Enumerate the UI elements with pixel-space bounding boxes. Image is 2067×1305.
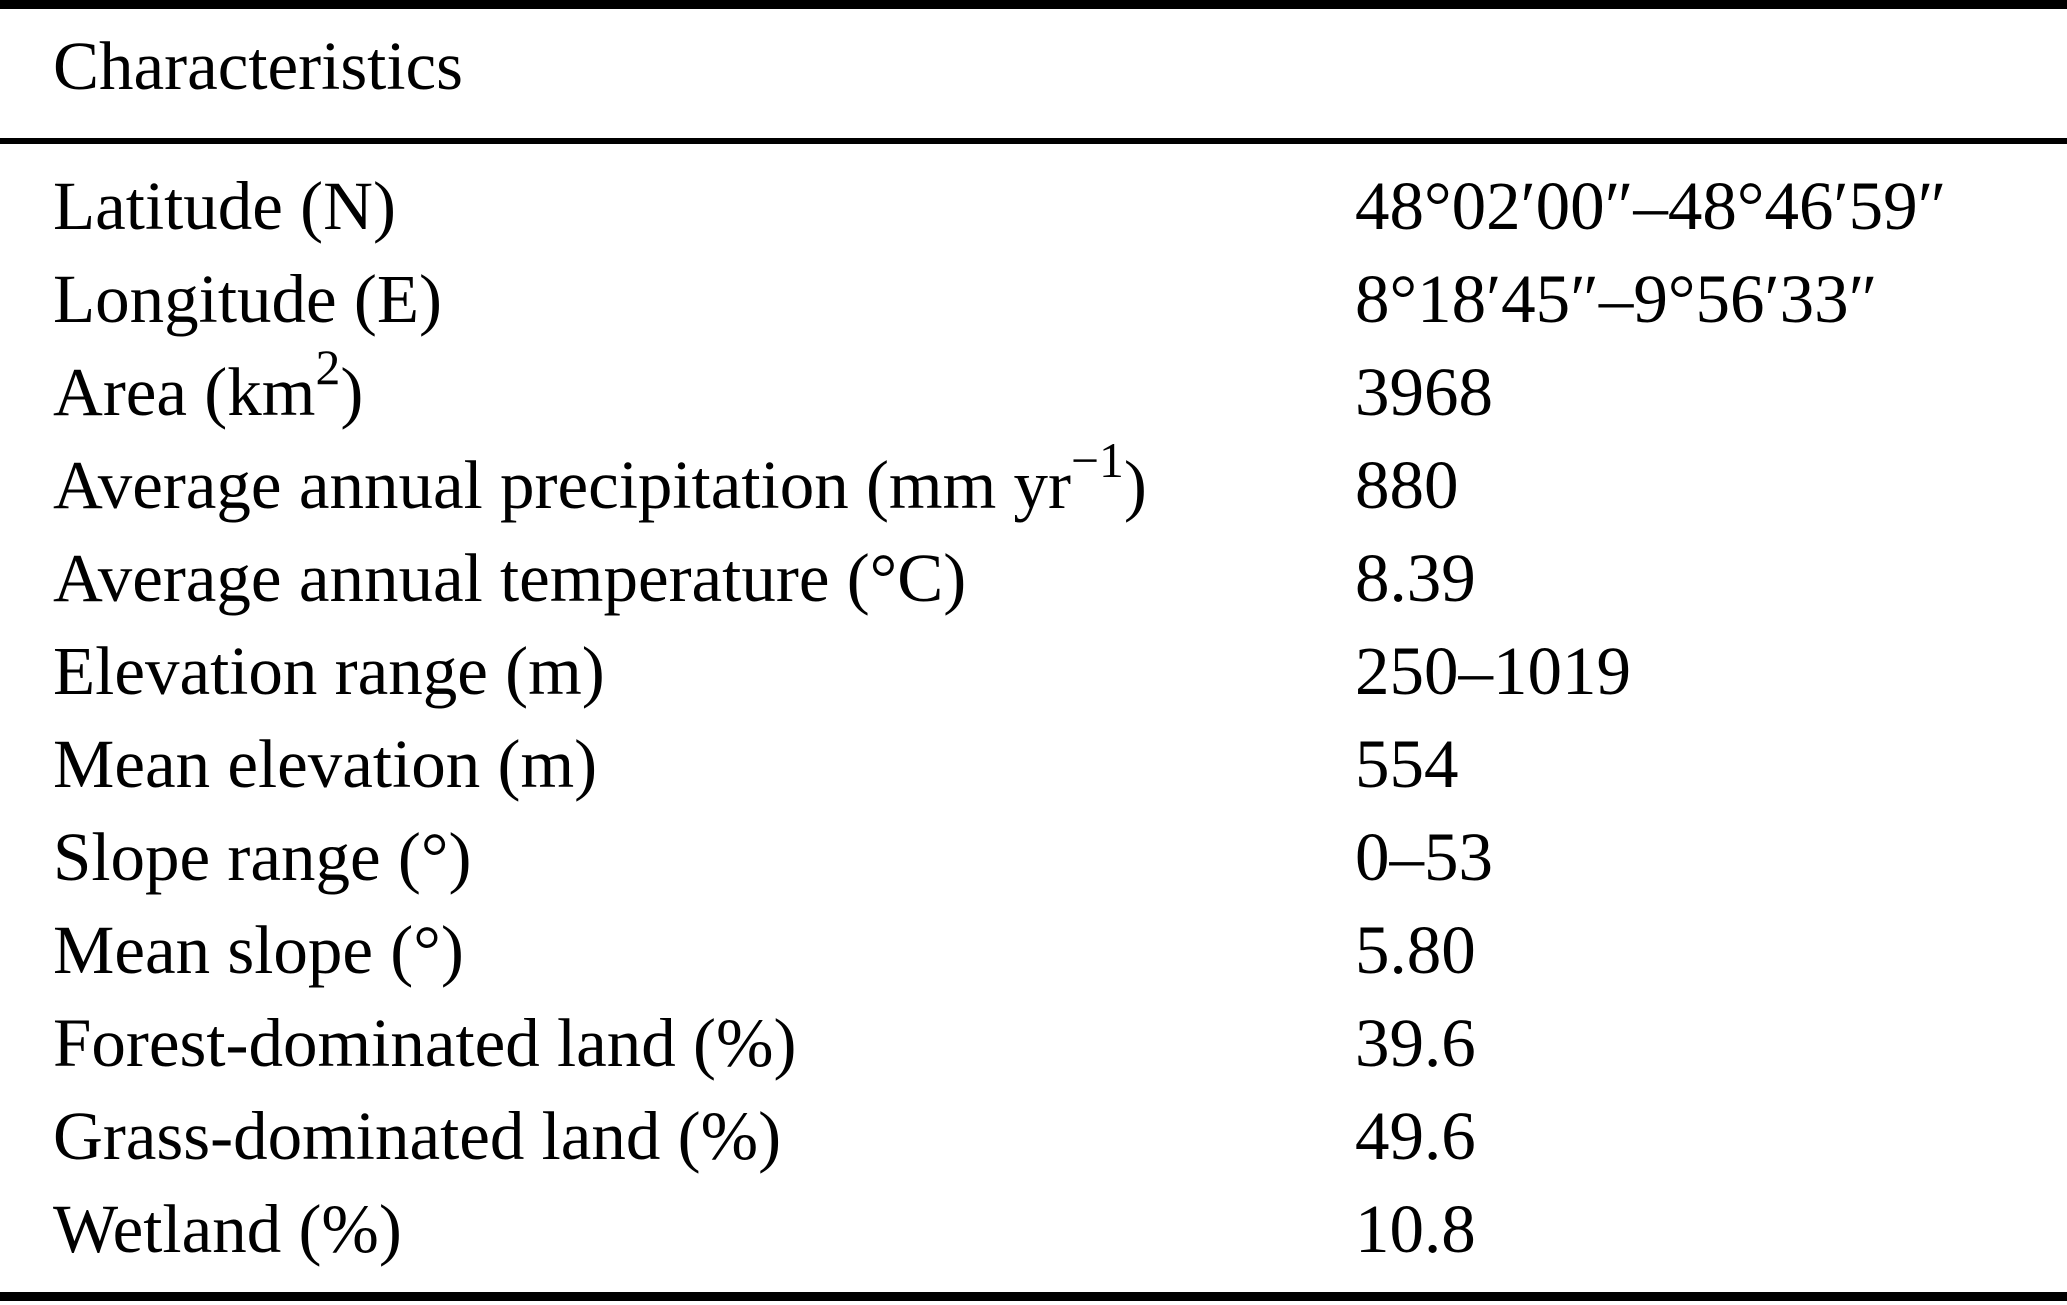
row-value: 880 [1355,439,1459,532]
row-label: Grass-dominated land (%) [53,1090,1355,1183]
table-row: Grass-dominated land (%) 49.6 [0,1090,2067,1183]
row-label: Mean elevation (m) [53,718,1355,811]
row-label: Mean slope (°) [53,904,1355,997]
text-segment: 554 [1355,726,1459,802]
row-label: Longitude (E) [53,253,1355,346]
row-label: Wetland (%) [53,1183,1355,1276]
table-header-row: Characteristics [0,9,2067,111]
table-body: Latitude (N) 48°02′00″–48°46′59″ Longitu… [0,144,2067,1276]
table-row: Wetland (%) 10.8 [0,1183,2067,1276]
table-top-rule [0,0,2067,9]
text-segment: Area (km [53,354,316,430]
row-label: Slope range (°) [53,811,1355,904]
row-label: Average annual temperature (°C) [53,532,1355,625]
table-row: Longitude (E) 8°18′45″–9°56′33″ [0,253,2067,346]
row-value: 3968 [1355,346,1493,439]
text-segment: Average annual temperature (°C) [53,540,967,616]
row-value: 8°18′45″–9°56′33″ [1355,253,1877,346]
row-value: 10.8 [1355,1183,1476,1276]
text-segment: Latitude (N) [53,168,396,244]
text-segment: 3968 [1355,354,1493,430]
row-value: 5.80 [1355,904,1476,997]
text-segment: 48°02′00″–48°46′59″ [1355,168,1947,244]
text-segment: Longitude (E) [53,261,442,337]
table-row: Average annual precipitation (mm yr−1) 8… [0,433,2067,532]
table-header-label: Characteristics [53,28,463,104]
text-segment: 49.6 [1355,1098,1476,1174]
text-segment: Slope range (°) [53,819,472,895]
text-segment: Elevation range (m) [53,633,605,709]
text-segment: Average annual precipitation (mm yr [53,447,1071,523]
table-bottom-rule [0,1292,2067,1301]
row-label: Forest-dominated land (%) [53,997,1355,1090]
text-segment: Mean slope (°) [53,912,464,988]
row-label: Latitude (N) [53,160,1355,253]
text-segment: Forest-dominated land (%) [53,1005,797,1081]
table-row: Slope range (°) 0–53 [0,811,2067,904]
row-label: Elevation range (m) [53,625,1355,718]
text-segment: 8°18′45″–9°56′33″ [1355,261,1878,337]
row-value: 49.6 [1355,1090,1476,1183]
row-value: 554 [1355,718,1459,811]
table-header-rule [0,138,2067,144]
text-segment: 5.80 [1355,912,1476,988]
row-value: 8.39 [1355,532,1476,625]
text-segment: ) [1123,447,1147,523]
row-label: Average annual precipitation (mm yr−1) [53,433,1147,523]
row-label: Area (km2) [53,340,364,430]
text-segment: Grass-dominated land (%) [53,1098,782,1174]
text-segment: Mean elevation (m) [53,726,598,802]
text-segment: 250–1019 [1355,633,1631,709]
table-row: Forest-dominated land (%) 39.6 [0,997,2067,1090]
row-value: 48°02′00″–48°46′59″ [1355,160,1946,253]
text-segment: 39.6 [1355,1005,1476,1081]
table-row: Latitude (N) 48°02′00″–48°46′59″ [0,160,2067,253]
table-row: Area (km2) 3968 [0,340,2067,439]
text-segment: 880 [1355,447,1459,523]
table-row: Average annual temperature (°C) 8.39 [0,532,2067,625]
text-segment: 8.39 [1355,540,1476,616]
row-value: 250–1019 [1355,625,1631,718]
row-value: 0–53 [1355,811,1493,904]
text-segment: Wetland (%) [53,1191,402,1267]
text-segment: 0–53 [1355,819,1493,895]
table-row: Mean slope (°) 5.80 [0,904,2067,997]
row-value: 39.6 [1355,997,1476,1090]
table-row: Mean elevation (m) 554 [0,718,2067,811]
text-segment: 10.8 [1355,1191,1476,1267]
text-segment: ) [340,354,364,430]
table-row: Elevation range (m) 250–1019 [0,625,2067,718]
